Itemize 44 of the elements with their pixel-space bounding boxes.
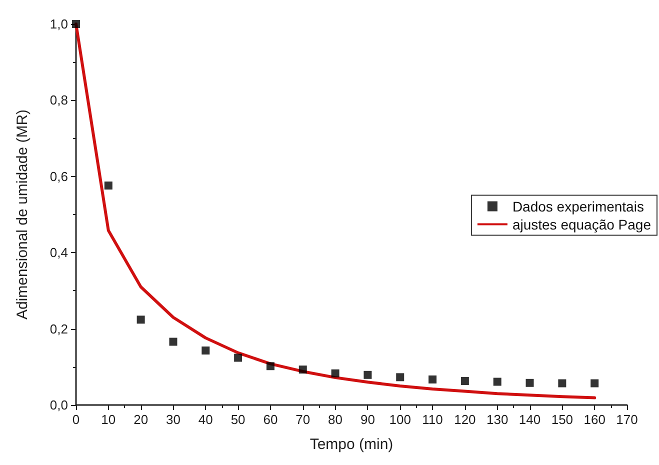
x-tick-label: 150 xyxy=(551,412,574,427)
point xyxy=(428,375,437,384)
x-tick-label: 60 xyxy=(263,412,278,427)
x-tick-label: 80 xyxy=(328,412,343,427)
x-tick-label: 120 xyxy=(454,412,476,427)
point xyxy=(460,376,469,385)
point xyxy=(234,354,242,362)
y-tick-label: 0,4 xyxy=(50,245,68,260)
x-tick-label: 130 xyxy=(486,412,508,427)
x-axis-title: Tempo (min) xyxy=(310,436,394,453)
y-tick-label: 0,6 xyxy=(50,168,68,184)
x-tick-label: 40 xyxy=(198,412,213,427)
point xyxy=(331,369,340,378)
point xyxy=(558,379,566,388)
x-tick-label: 170 xyxy=(616,412,638,427)
point xyxy=(104,182,112,190)
y-tick-label: 1,0 xyxy=(50,16,68,32)
x-tick-label: 110 xyxy=(422,412,443,427)
y-axis-title: Adimensional de umidade (MR) xyxy=(14,109,31,320)
y-tick-label: 0,2 xyxy=(50,321,68,336)
x-tick-label: 160 xyxy=(584,412,606,427)
point xyxy=(493,378,502,386)
point xyxy=(202,346,210,355)
point xyxy=(169,338,178,346)
point xyxy=(266,362,274,370)
x-tick-label: 70 xyxy=(296,412,310,427)
x-tick-label: 100 xyxy=(389,412,411,427)
y-tick-label: 0,0 xyxy=(50,398,68,412)
legend-label: Dados experimentais xyxy=(512,198,644,214)
x-tick-label: 90 xyxy=(360,412,375,427)
x-tick-label: 50 xyxy=(230,412,246,427)
point xyxy=(590,379,599,388)
x-tick-label: 20 xyxy=(134,412,148,427)
point xyxy=(364,370,372,379)
x-tick-label: 0 xyxy=(72,412,80,427)
x-tick-label: 30 xyxy=(166,412,180,427)
point xyxy=(526,378,534,387)
point xyxy=(298,366,307,374)
y-tick-label: 0,8 xyxy=(50,92,68,108)
legend-label: ajustes equação Page xyxy=(512,216,652,232)
x-tick-label: 140 xyxy=(518,412,541,427)
x-tick-label: 10 xyxy=(101,412,116,427)
point xyxy=(396,373,404,382)
point xyxy=(136,316,145,324)
